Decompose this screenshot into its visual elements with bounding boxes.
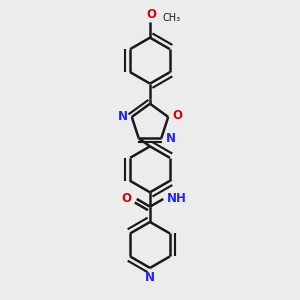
Text: CH₃: CH₃ [162, 13, 180, 23]
Text: N: N [118, 110, 128, 124]
Text: O: O [147, 8, 157, 21]
Text: N: N [165, 132, 176, 145]
Text: N: N [145, 271, 155, 284]
Text: O: O [172, 109, 182, 122]
Text: NH: NH [167, 192, 187, 205]
Text: O: O [122, 191, 132, 205]
